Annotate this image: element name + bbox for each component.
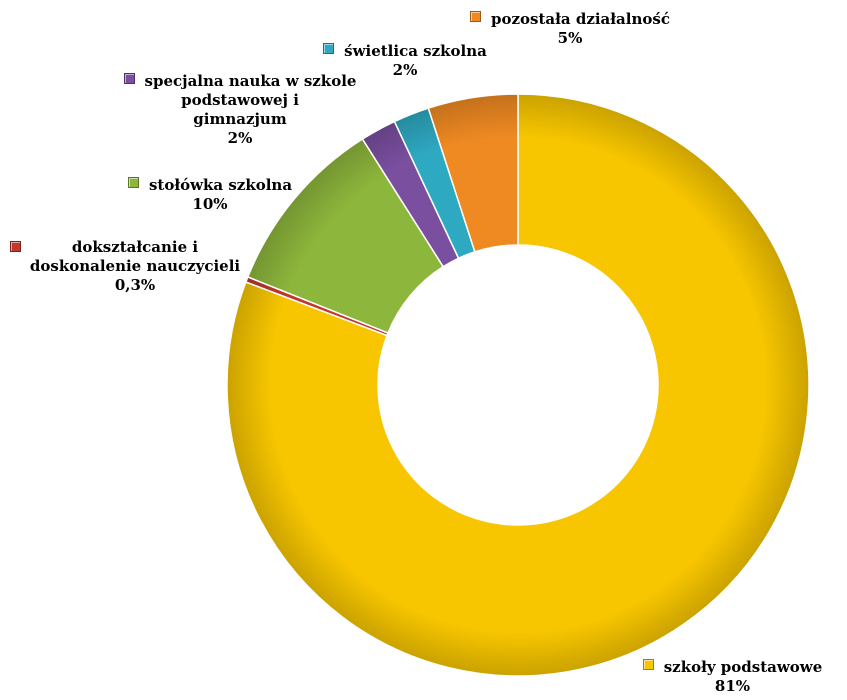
slice-label-specjalna-line1: specjalna nauka w szkole <box>144 72 357 90</box>
slice-label-stolowka: stołówka szkolna <box>148 176 293 194</box>
slice-value-pozostala: 5% <box>557 29 583 47</box>
label-dokszt: dokształcanie i doskonalenie nauczycieli… <box>4 238 266 295</box>
slice-value-specjalna: 2% <box>227 129 253 147</box>
legend-marker-szkoly <box>642 659 654 670</box>
slice-label-dokszt-line1: dokształcanie i <box>71 238 199 256</box>
slice-label-swietlica: świetlica szkolna <box>344 42 487 60</box>
slice-szkoly <box>226 93 810 677</box>
label-specjalna: specjalna nauka w szkole podstawowej i g… <box>110 72 370 148</box>
slice-value-swietlica: 2% <box>392 61 418 79</box>
label-pozostala: pozostała działalność 5% <box>440 10 700 48</box>
legend-marker-dokszt <box>10 241 21 252</box>
slice-pozostala <box>427 93 519 253</box>
slice-label-specjalna-line2: podstawowej i <box>181 91 299 109</box>
slice-value-szkoly: 81% <box>714 677 751 695</box>
label-stolowka: stołówka szkolna 10% <box>100 176 320 214</box>
slice-value-dokszt: 0,3% <box>114 276 156 294</box>
slice-label-pozostala: pozostała działalność <box>491 10 670 28</box>
legend-marker-specjalna <box>123 73 135 84</box>
legend-marker-pozostala <box>470 11 482 22</box>
label-szkoly: szkoły podstawowe 81% <box>620 658 845 696</box>
slice-label-specjalna-line3: gimnazjum <box>193 110 287 128</box>
legend-marker-stolowka <box>127 177 139 188</box>
slice-label-dokszt-line2: doskonalenie nauczycieli <box>29 257 241 275</box>
label-swietlica: świetlica szkolna 2% <box>305 42 505 80</box>
slice-label-szkoly: szkoły podstawowe <box>663 658 823 676</box>
slice-value-stolowka: 10% <box>192 195 228 213</box>
legend-marker-swietlica <box>323 43 335 54</box>
